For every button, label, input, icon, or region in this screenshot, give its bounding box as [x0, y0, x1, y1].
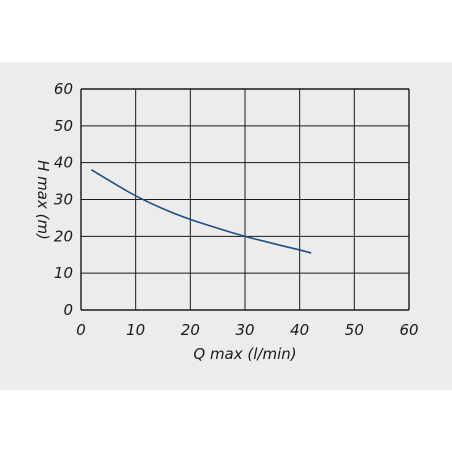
x-tick-label: 0: [76, 321, 86, 339]
y-axis-label: H max (m): [34, 160, 52, 240]
y-tick-label: 30: [54, 191, 73, 209]
x-tick-label: 20: [181, 321, 200, 339]
y-tick-label: 60: [54, 80, 73, 98]
y-tick-label: 10: [54, 264, 73, 282]
x-axis-ticks: 0 10 20 30 40 50 60: [76, 321, 418, 339]
x-tick-label: 60: [399, 321, 418, 339]
y-tick-label: 0: [63, 301, 73, 319]
chart-background-panel: [0, 62, 452, 390]
x-tick-label: 50: [345, 321, 364, 339]
y-tick-label: 50: [54, 117, 73, 135]
series-line: [91, 169, 312, 254]
y-tick-label: 40: [54, 154, 73, 172]
x-tick-label: 40: [290, 321, 309, 339]
grid: [80, 88, 410, 311]
x-axis-label: Q max (l/min): [193, 345, 296, 363]
x-tick-label: 10: [126, 321, 145, 339]
series-layer: [91, 169, 312, 254]
y-axis-ticks: 0 10 20 30 40 50 60: [54, 80, 73, 319]
x-tick-label: 30: [235, 321, 254, 339]
y-tick-label: 20: [54, 227, 73, 245]
